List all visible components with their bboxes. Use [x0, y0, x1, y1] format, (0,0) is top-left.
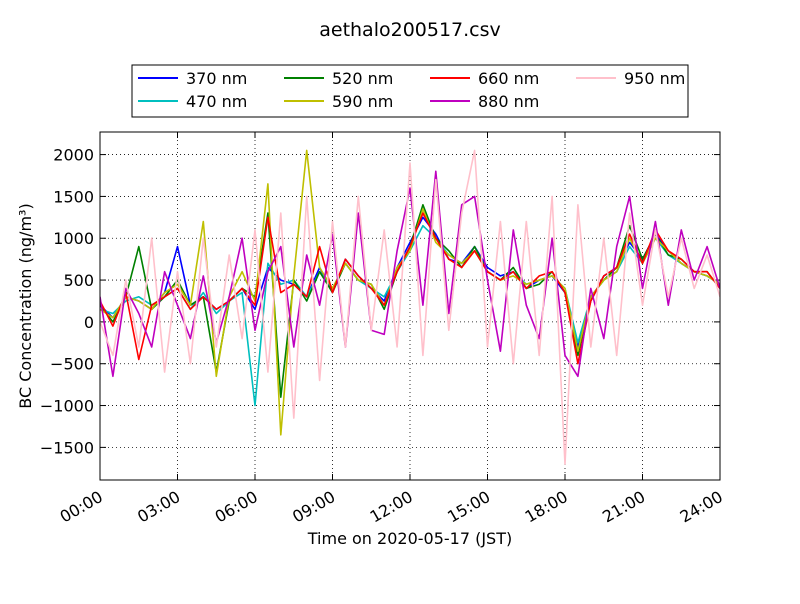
legend-label: 660 nm: [478, 69, 539, 88]
legend-label: 520 nm: [332, 69, 393, 88]
x-tick-label: 21:00: [599, 487, 648, 527]
legend-label: 470 nm: [186, 92, 247, 111]
y-tick-label: −500: [50, 355, 94, 374]
y-tick-label: 0: [84, 313, 94, 332]
chart-title: aethalo200517.csv: [319, 19, 501, 41]
y-tick-label: 1500: [53, 187, 94, 206]
legend-label: 370 nm: [186, 69, 247, 88]
x-tick-label: 03:00: [134, 487, 183, 527]
x-tick-label: 18:00: [522, 487, 571, 527]
series-line: [100, 170, 720, 378]
x-tick-label: 15:00: [444, 487, 493, 527]
y-tick-label: 1000: [53, 229, 94, 248]
x-axis-label: Time on 2020-05-17 (JST): [307, 529, 512, 548]
x-tick-label: 24:00: [677, 487, 726, 527]
series-line: [100, 212, 720, 365]
y-tick-label: −1000: [40, 397, 94, 416]
y-tick-label: 500: [63, 271, 94, 290]
x-tick-label: 09:00: [289, 487, 338, 527]
legend-box: [131, 64, 689, 118]
y-tick-label: −1500: [40, 438, 94, 457]
plot-frame: [99, 131, 721, 481]
series-line: [100, 149, 720, 465]
legend-label: 950 nm: [624, 69, 685, 88]
y-tick-label: 2000: [53, 146, 94, 165]
x-tick-label: 12:00: [367, 487, 416, 527]
y-axis-label: BC Concentration (ng/m³): [16, 203, 35, 408]
legend-label: 590 nm: [332, 92, 393, 111]
x-tick-label: 06:00: [212, 487, 261, 527]
x-tick-label: 00:00: [57, 487, 106, 527]
legend-label: 880 nm: [478, 92, 539, 111]
series-line: [100, 149, 720, 436]
